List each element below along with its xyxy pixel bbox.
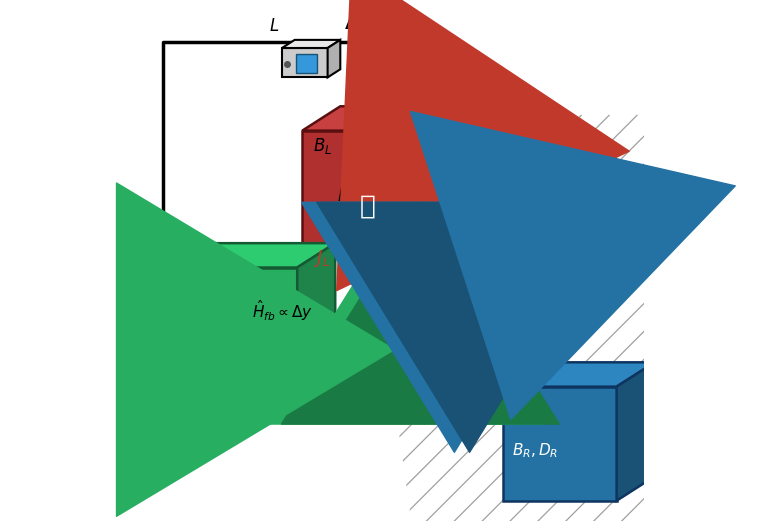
Polygon shape — [138, 14, 411, 521]
Polygon shape — [282, 40, 340, 48]
Text: $J_M$: $J_M$ — [332, 355, 353, 376]
Polygon shape — [297, 243, 335, 422]
Text: $B_L$: $B_L$ — [314, 136, 332, 156]
Polygon shape — [173, 243, 335, 267]
Polygon shape — [303, 106, 450, 131]
Polygon shape — [328, 40, 340, 78]
Text: $\Delta y$: $\Delta y$ — [345, 14, 371, 35]
Text: $\hat{H}_{fb} \propto \Delta y$: $\hat{H}_{fb} \propto \Delta y$ — [252, 299, 313, 323]
Text: $B_R, D_R$: $B_R, D_R$ — [511, 441, 558, 460]
Polygon shape — [503, 362, 655, 387]
Text: $J_L$: $J_L$ — [314, 249, 331, 269]
Text: $J_R$: $J_R$ — [528, 318, 546, 339]
Polygon shape — [282, 48, 328, 78]
Polygon shape — [173, 267, 297, 422]
Polygon shape — [303, 131, 411, 245]
Text: $L$: $L$ — [269, 17, 279, 35]
Polygon shape — [503, 387, 616, 501]
Polygon shape — [411, 106, 450, 245]
Text: $D_L$: $D_L$ — [337, 187, 357, 206]
Text: $S$: $S$ — [508, 155, 522, 173]
Text: 🕵: 🕵 — [360, 194, 375, 220]
FancyBboxPatch shape — [296, 54, 317, 73]
Text: $B_M, D_M$: $B_M, D_M$ — [183, 297, 234, 316]
Polygon shape — [616, 362, 655, 501]
